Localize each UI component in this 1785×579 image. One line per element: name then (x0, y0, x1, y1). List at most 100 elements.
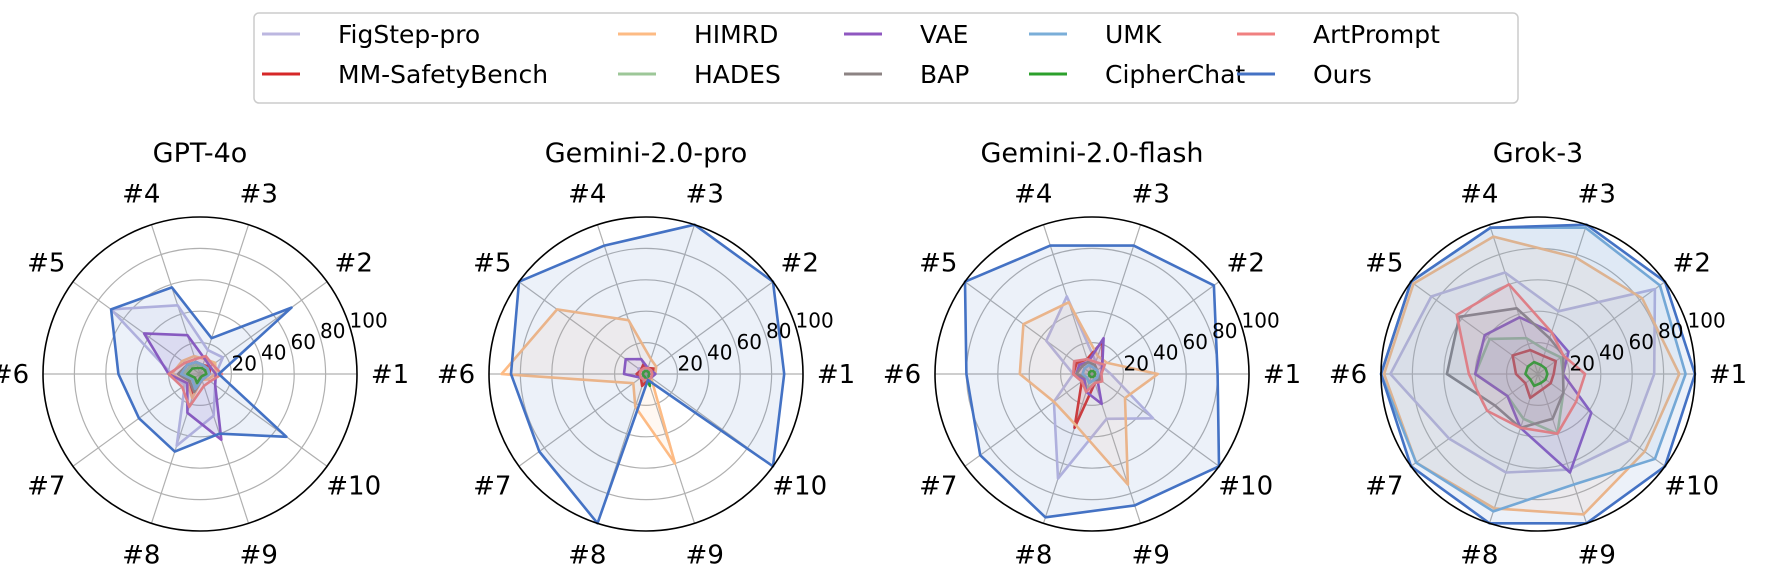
category-label-n2: #2 (1227, 248, 1265, 278)
legend-entry-hades[interactable]: HADES (618, 60, 781, 89)
category-label-n4: #4 (568, 179, 606, 209)
panel-title: Gemini-2.0-pro (545, 138, 748, 169)
r-tick-label-20: 20 (232, 351, 257, 375)
series-mm-safetybench (1511, 348, 1558, 400)
series-himrd (500, 308, 677, 465)
legend-entry-vae[interactable]: VAE (844, 20, 968, 49)
outer-ring (488, 216, 804, 532)
spoke-line (1091, 281, 1220, 375)
legend-label: UMK (1105, 20, 1162, 49)
spoke-line (72, 373, 201, 467)
spoke-line (964, 281, 1093, 375)
grid-ring (997, 279, 1187, 469)
category-label-n6: #6 (883, 360, 921, 390)
category-label-n1: #1 (1709, 360, 1747, 390)
r-tick-label-80: 80 (320, 319, 345, 343)
spoke-line (1537, 281, 1666, 375)
grid-ring (1059, 342, 1124, 407)
r-tick-label-20: 20 (678, 351, 703, 375)
category-label-n6: #6 (437, 360, 475, 390)
series-cipherchat (1524, 360, 1549, 388)
category-label-n10: #10 (1218, 472, 1273, 502)
series-cipherchat (186, 366, 208, 385)
category-label-n1: #1 (817, 360, 855, 390)
radar-panel-grok-3: Grok-3 20 40 60 80 100 #1 #2 #3 #4 #5 #6 #7 #8 #9 #10 (1329, 138, 1747, 571)
legend-entry-umk[interactable]: UMK (1029, 20, 1162, 49)
category-label-n3: #3 (686, 179, 724, 209)
category-label-n9: #9 (1132, 541, 1170, 571)
category-label-n6: #6 (0, 360, 29, 390)
category-label-n5: #5 (1365, 248, 1403, 278)
series-artprompt (167, 354, 224, 409)
legend-entry-bap[interactable]: BAP (844, 60, 969, 89)
category-label-n2: #2 (1673, 248, 1711, 278)
category-label-n10: #10 (1664, 472, 1719, 502)
legend-entry-cipherchat[interactable]: CipherChat (1029, 60, 1245, 89)
spoke-line (199, 373, 328, 467)
outer-ring (1380, 216, 1696, 532)
r-tick-label-20: 20 (1124, 351, 1149, 375)
spoke-line (199, 373, 250, 524)
spoke-line (964, 373, 1093, 467)
grid-ring (551, 279, 741, 469)
r-tick-label-20: 20 (1570, 351, 1595, 375)
legend-label: Ours (1313, 60, 1372, 89)
legend-entry-mm-safetybench[interactable]: MM-SafetyBench (262, 60, 548, 89)
radar-panels: GPT-4o20406080100#1#2#3#4#5#6#7#8#9#10Ge… (0, 138, 1747, 571)
category-label-n3: #3 (1132, 179, 1170, 209)
legend-label: HADES (694, 60, 781, 89)
category-label-n10: #10 (772, 472, 827, 502)
legend-label: ArtPrompt (1313, 20, 1440, 49)
category-label-n7: #7 (27, 472, 65, 502)
category-label-n10: #10 (326, 472, 381, 502)
series-umk (1081, 363, 1100, 385)
legend-entry-figstep-pro[interactable]: FigStep-pro (262, 20, 480, 49)
series-group (500, 223, 786, 525)
legend-label: VAE (920, 20, 968, 49)
series-group (963, 244, 1221, 519)
series-ours (1379, 223, 1697, 525)
category-label-n5: #5 (473, 248, 511, 278)
r-tick-label-40: 40 (1599, 341, 1624, 365)
r-tick-label-100: 100 (1242, 308, 1280, 332)
category-label-n9: #9 (686, 541, 724, 571)
legend-entry-himrd[interactable]: HIMRD (618, 20, 778, 49)
category-label-n3: #3 (1578, 179, 1616, 209)
r-tick-label-40: 40 (707, 341, 732, 365)
grid-ring (582, 310, 710, 438)
legend-entry-ours[interactable]: Ours (1237, 60, 1372, 89)
outer-ring (934, 216, 1250, 532)
category-label-n6: #6 (1329, 360, 1367, 390)
series-bap (1445, 306, 1565, 430)
r-tick-label-80: 80 (766, 319, 791, 343)
category-label-n2: #2 (335, 248, 373, 278)
spoke-line (1537, 373, 1588, 524)
legend-entry-artprompt[interactable]: ArtPrompt (1237, 20, 1440, 49)
series-himrd (1382, 235, 1681, 516)
grid-ring (105, 279, 295, 469)
r-tick-label-80: 80 (1212, 319, 1237, 343)
category-label-n7: #7 (1365, 472, 1403, 502)
outer-ring (42, 216, 358, 532)
category-label-n7: #7 (919, 472, 957, 502)
r-tick-label-100: 100 (796, 308, 834, 332)
panel-title: GPT-4o (153, 138, 248, 169)
category-label-n9: #9 (1578, 541, 1616, 571)
r-tick-label-60: 60 (1629, 330, 1654, 354)
series-artprompt (1455, 283, 1587, 436)
series-cipherchat (1087, 369, 1097, 379)
spoke-line (72, 281, 201, 375)
r-tick-label-80: 80 (1658, 319, 1683, 343)
series-ours (109, 286, 293, 453)
panel-title: Grok-3 (1493, 138, 1584, 169)
category-label-n8: #8 (1014, 541, 1052, 571)
category-label-n8: #8 (122, 541, 160, 571)
legend-label: MM-SafetyBench (338, 60, 548, 89)
category-label-n5: #5 (919, 248, 957, 278)
series-ours (963, 244, 1221, 519)
grid-ring (136, 310, 264, 438)
spoke-line (596, 224, 647, 375)
spoke-line (645, 281, 774, 375)
